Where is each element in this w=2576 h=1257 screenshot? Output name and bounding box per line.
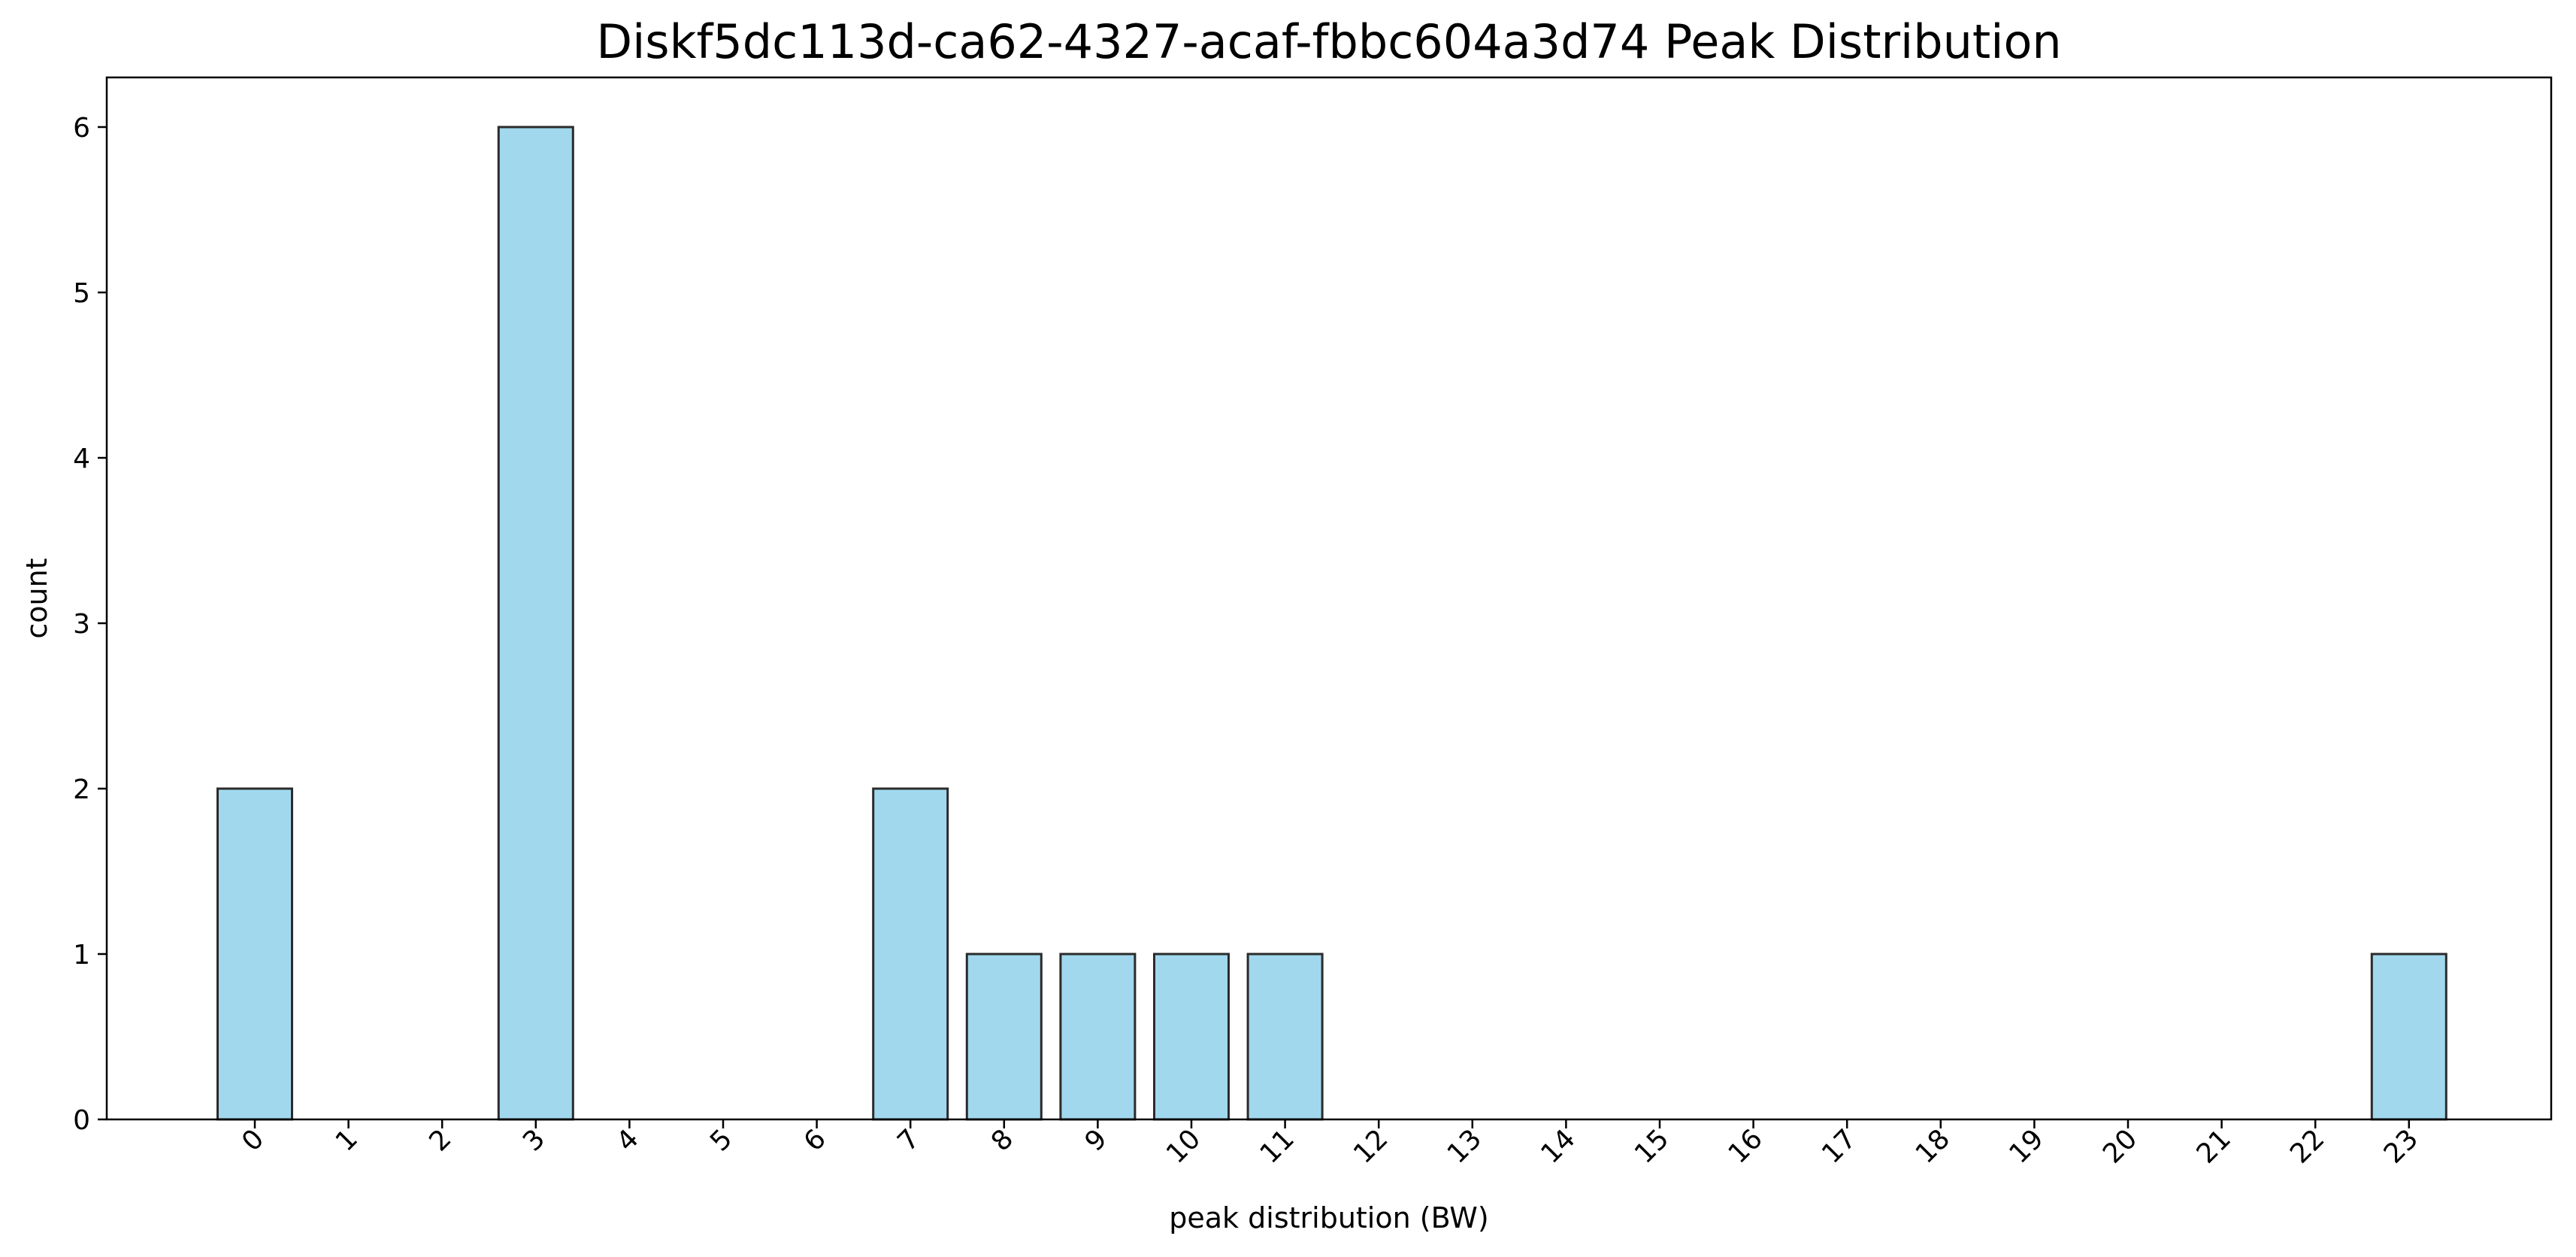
x-tick-label: 0: [236, 1123, 270, 1157]
x-tick-label: 6: [798, 1123, 832, 1157]
x-axis-label: peak distribution (BW): [1169, 1201, 1488, 1234]
bar-3: [497, 126, 574, 1121]
x-tick-label: 4: [611, 1123, 645, 1157]
bar-7: [872, 787, 949, 1121]
y-tick-label: 3: [73, 609, 90, 640]
x-tick-label: 23: [2378, 1123, 2424, 1169]
bar-11: [1246, 953, 1324, 1121]
x-tick-label: 3: [517, 1123, 551, 1157]
y-tick-label: 6: [73, 113, 90, 144]
x-tick-label: 8: [985, 1123, 1019, 1157]
x-tick-label: 2: [423, 1123, 457, 1157]
y-tick-label: 1: [73, 940, 90, 971]
x-tick-label: 7: [891, 1123, 925, 1157]
y-tick-label: 5: [73, 278, 90, 309]
y-tick-label: 0: [73, 1105, 90, 1136]
bar-0: [216, 787, 293, 1121]
plot-frame: [105, 76, 2553, 1121]
y-tick-label: 2: [73, 774, 90, 805]
x-tick-label: 11: [1255, 1123, 1300, 1169]
x-tick-label: 13: [1442, 1123, 1488, 1169]
x-tick-label: 14: [1535, 1123, 1581, 1169]
x-axis-ticks: 0 1 2 3 4 5 6 7 8 9 10 11 12 13 14 15 16 17 18 19 20 21 22 23: [236, 1119, 2424, 1170]
bar-10: [1153, 953, 1230, 1121]
x-tick-label: 12: [1348, 1123, 1394, 1169]
y-axis-ticks: 0 1 2 3 4 5 6: [73, 113, 107, 1136]
x-tick-label: 10: [1161, 1123, 1206, 1169]
bars-layer: [216, 126, 2447, 1121]
y-tick-label: 4: [73, 444, 90, 474]
x-tick-label: 21: [2191, 1123, 2237, 1169]
chart-title: Diskf5dc113d-ca62-4327-acaf-fbbc604a3d74…: [596, 14, 2061, 69]
x-tick-label: 19: [2003, 1123, 2049, 1169]
x-tick-label: 22: [2284, 1123, 2330, 1169]
x-tick-label: 5: [704, 1123, 738, 1157]
x-tick-label: 15: [1629, 1123, 1675, 1169]
x-tick-label: 1: [330, 1123, 364, 1157]
x-tick-label: 16: [1723, 1123, 1769, 1169]
x-tick-label: 18: [1910, 1123, 1956, 1169]
bar-23: [2370, 953, 2447, 1121]
x-tick-label: 9: [1079, 1123, 1113, 1157]
x-tick-label: 20: [2097, 1123, 2143, 1169]
bar-9: [1059, 953, 1137, 1121]
x-tick-label: 17: [1816, 1123, 1862, 1169]
y-axis-label: count: [20, 558, 53, 638]
bar-8: [965, 953, 1043, 1121]
